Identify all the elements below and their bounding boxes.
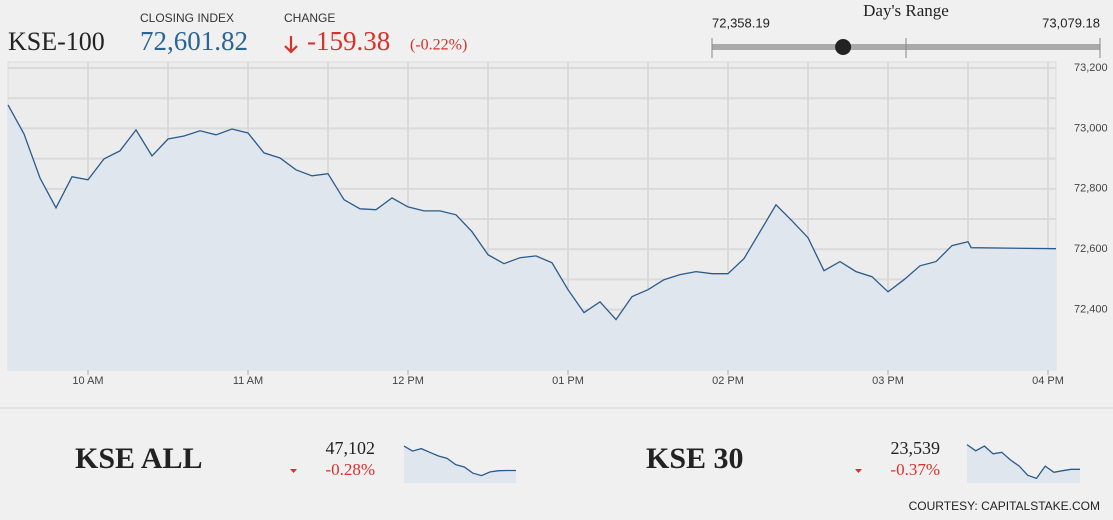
change-pct: (-0.22%): [410, 37, 467, 54]
range-high: 73,079.18: [1042, 15, 1100, 30]
x-tick-label: 01 PM: [552, 375, 584, 387]
credit: COURTESY: CAPITALSTAKE.COM: [909, 499, 1100, 513]
y-tick-label: 72,800: [1074, 183, 1108, 195]
y-tick-label: 72,400: [1074, 304, 1108, 316]
index-value: 23,539: [891, 438, 941, 458]
y-tick-label: 72,600: [1074, 243, 1108, 255]
down-arrow: [284, 36, 298, 54]
index-change: -0.37%: [890, 460, 940, 479]
range-low: 72,358.19: [712, 15, 770, 30]
index-title: KSE ALL: [75, 442, 203, 475]
area: [404, 446, 516, 483]
closing-value: 72,601.82: [140, 26, 248, 56]
index-change: -0.28%: [325, 460, 375, 479]
index-title: KSE 30: [646, 442, 744, 475]
change-value: -159.38: [307, 26, 390, 56]
down-triangle: [290, 469, 297, 473]
index-value: 47,102: [326, 438, 376, 458]
x-tick-label: 12 PM: [392, 375, 424, 387]
line: [7, 104, 1057, 321]
x-tick-label: 11 AM: [233, 375, 263, 387]
index-name: KSE-100: [8, 27, 105, 56]
down-triangle: [855, 469, 862, 473]
line: [403, 445, 516, 477]
y-tick-label: 73,000: [1074, 122, 1108, 134]
y-tick-label: 73,200: [1074, 62, 1108, 74]
closing-label: CLOSING INDEX: [140, 11, 234, 25]
x-tick-label: 10 AM: [72, 375, 103, 387]
x-tick-label: 04 PM: [1032, 375, 1064, 387]
area: [8, 104, 1056, 371]
x-tick-label: 03 PM: [872, 375, 904, 387]
line: [966, 444, 1080, 480]
range-marker: [835, 39, 852, 55]
area: [967, 444, 1080, 483]
change-label: CHANGE: [284, 11, 335, 25]
range-title: Day's Range: [863, 1, 949, 20]
x-tick-label: 02 PM: [712, 375, 744, 387]
